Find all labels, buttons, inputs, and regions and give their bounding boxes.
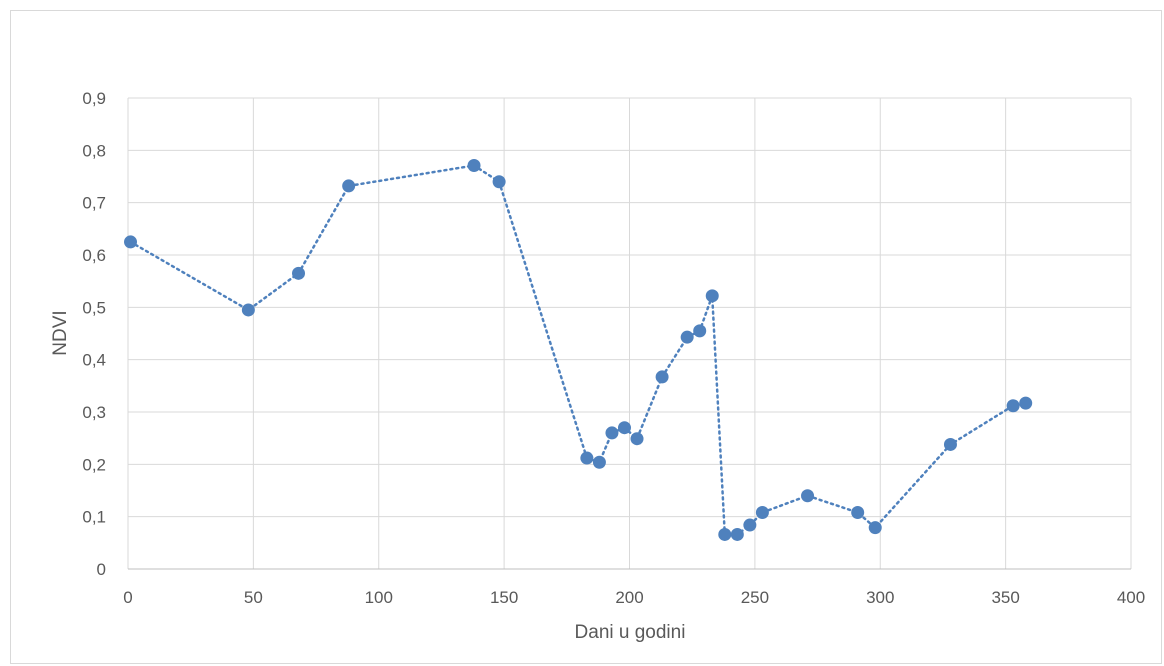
data-point	[655, 370, 669, 384]
data-point	[467, 159, 481, 173]
data-point	[851, 505, 865, 519]
data-point	[342, 179, 356, 193]
y-tick-label: 0,5	[82, 298, 106, 317]
data-point	[730, 527, 744, 541]
data-point	[743, 518, 757, 532]
y-tick-label: 0,6	[82, 246, 106, 265]
y-tick-label: 0	[97, 560, 106, 579]
chart-frame	[10, 10, 1162, 664]
y-tick-label: 0,2	[82, 455, 106, 474]
x-axis-title: Dani u godini	[575, 622, 686, 643]
y-tick-label: 0,9	[82, 89, 106, 108]
data-point	[580, 451, 594, 465]
grid-lines	[127, 97, 1132, 570]
x-tick-label: 100	[365, 588, 393, 607]
data-point	[705, 289, 719, 303]
y-tick-label: 0,1	[82, 508, 106, 527]
y-tick-labels: 0 0,1 0,2 0,3 0,4 0,5 0,6 0,7 0,8 0,9	[82, 89, 106, 579]
data-point	[605, 426, 619, 440]
y-tick-label: 0,7	[82, 194, 106, 213]
data-point	[292, 266, 306, 280]
data-point	[492, 175, 506, 189]
data-point	[241, 303, 255, 317]
x-tick-label: 0	[123, 588, 132, 607]
x-tick-label: 350	[991, 588, 1019, 607]
y-axis-title: NDVI	[50, 310, 71, 355]
data-point	[592, 455, 606, 469]
data-point	[124, 235, 138, 249]
x-tick-label: 50	[244, 588, 263, 607]
data-point	[1006, 399, 1020, 413]
x-tick-labels: 0 50 100 150 200 250 300 350 400	[123, 588, 1145, 607]
data-point	[617, 421, 631, 435]
data-point	[718, 527, 732, 541]
data-point	[943, 437, 957, 451]
x-tick-label: 400	[1117, 588, 1145, 607]
x-tick-label: 200	[615, 588, 643, 607]
data-point	[801, 489, 815, 503]
data-point	[680, 330, 694, 344]
x-tick-label: 250	[741, 588, 769, 607]
data-point	[693, 324, 707, 338]
x-tick-label: 300	[866, 588, 894, 607]
x-tick-label: 150	[490, 588, 518, 607]
data-points	[124, 159, 1033, 541]
series-line	[129, 164, 1027, 536]
data-point	[630, 432, 644, 446]
y-tick-label: 0,3	[82, 403, 106, 422]
y-tick-label: 0,4	[82, 351, 106, 370]
data-point	[1019, 396, 1033, 410]
data-point	[868, 521, 882, 535]
data-point	[755, 505, 769, 519]
y-tick-label: 0,8	[82, 141, 106, 160]
